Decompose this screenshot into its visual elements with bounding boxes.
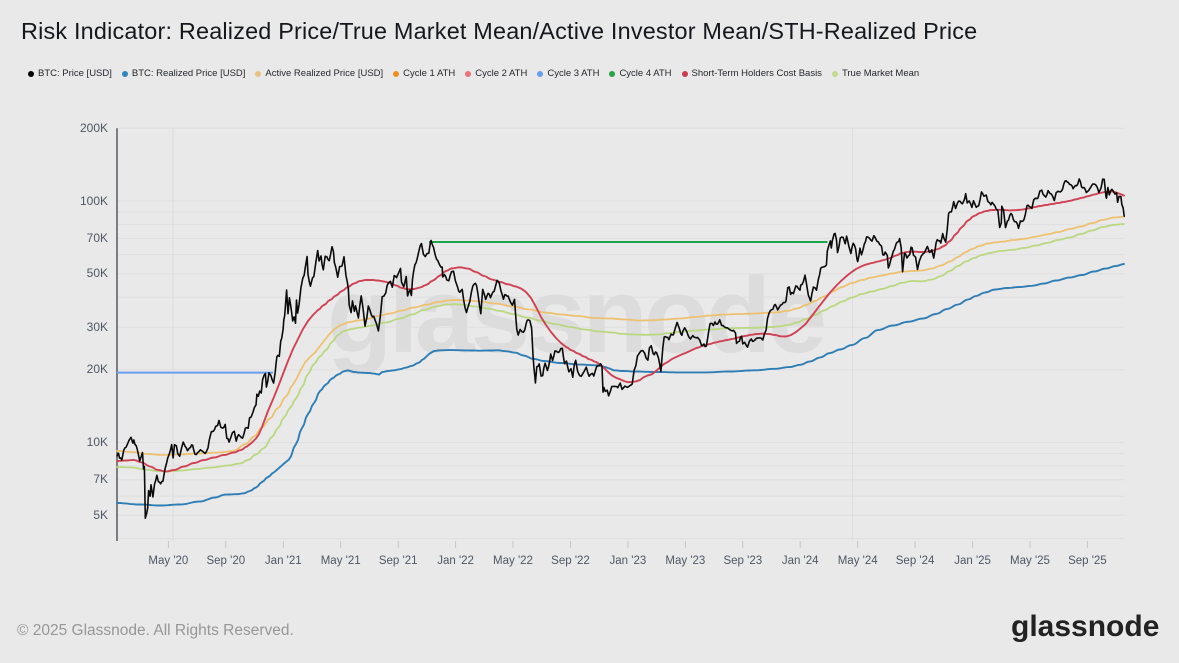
svg-text:glassnode: glassnode bbox=[327, 255, 829, 375]
